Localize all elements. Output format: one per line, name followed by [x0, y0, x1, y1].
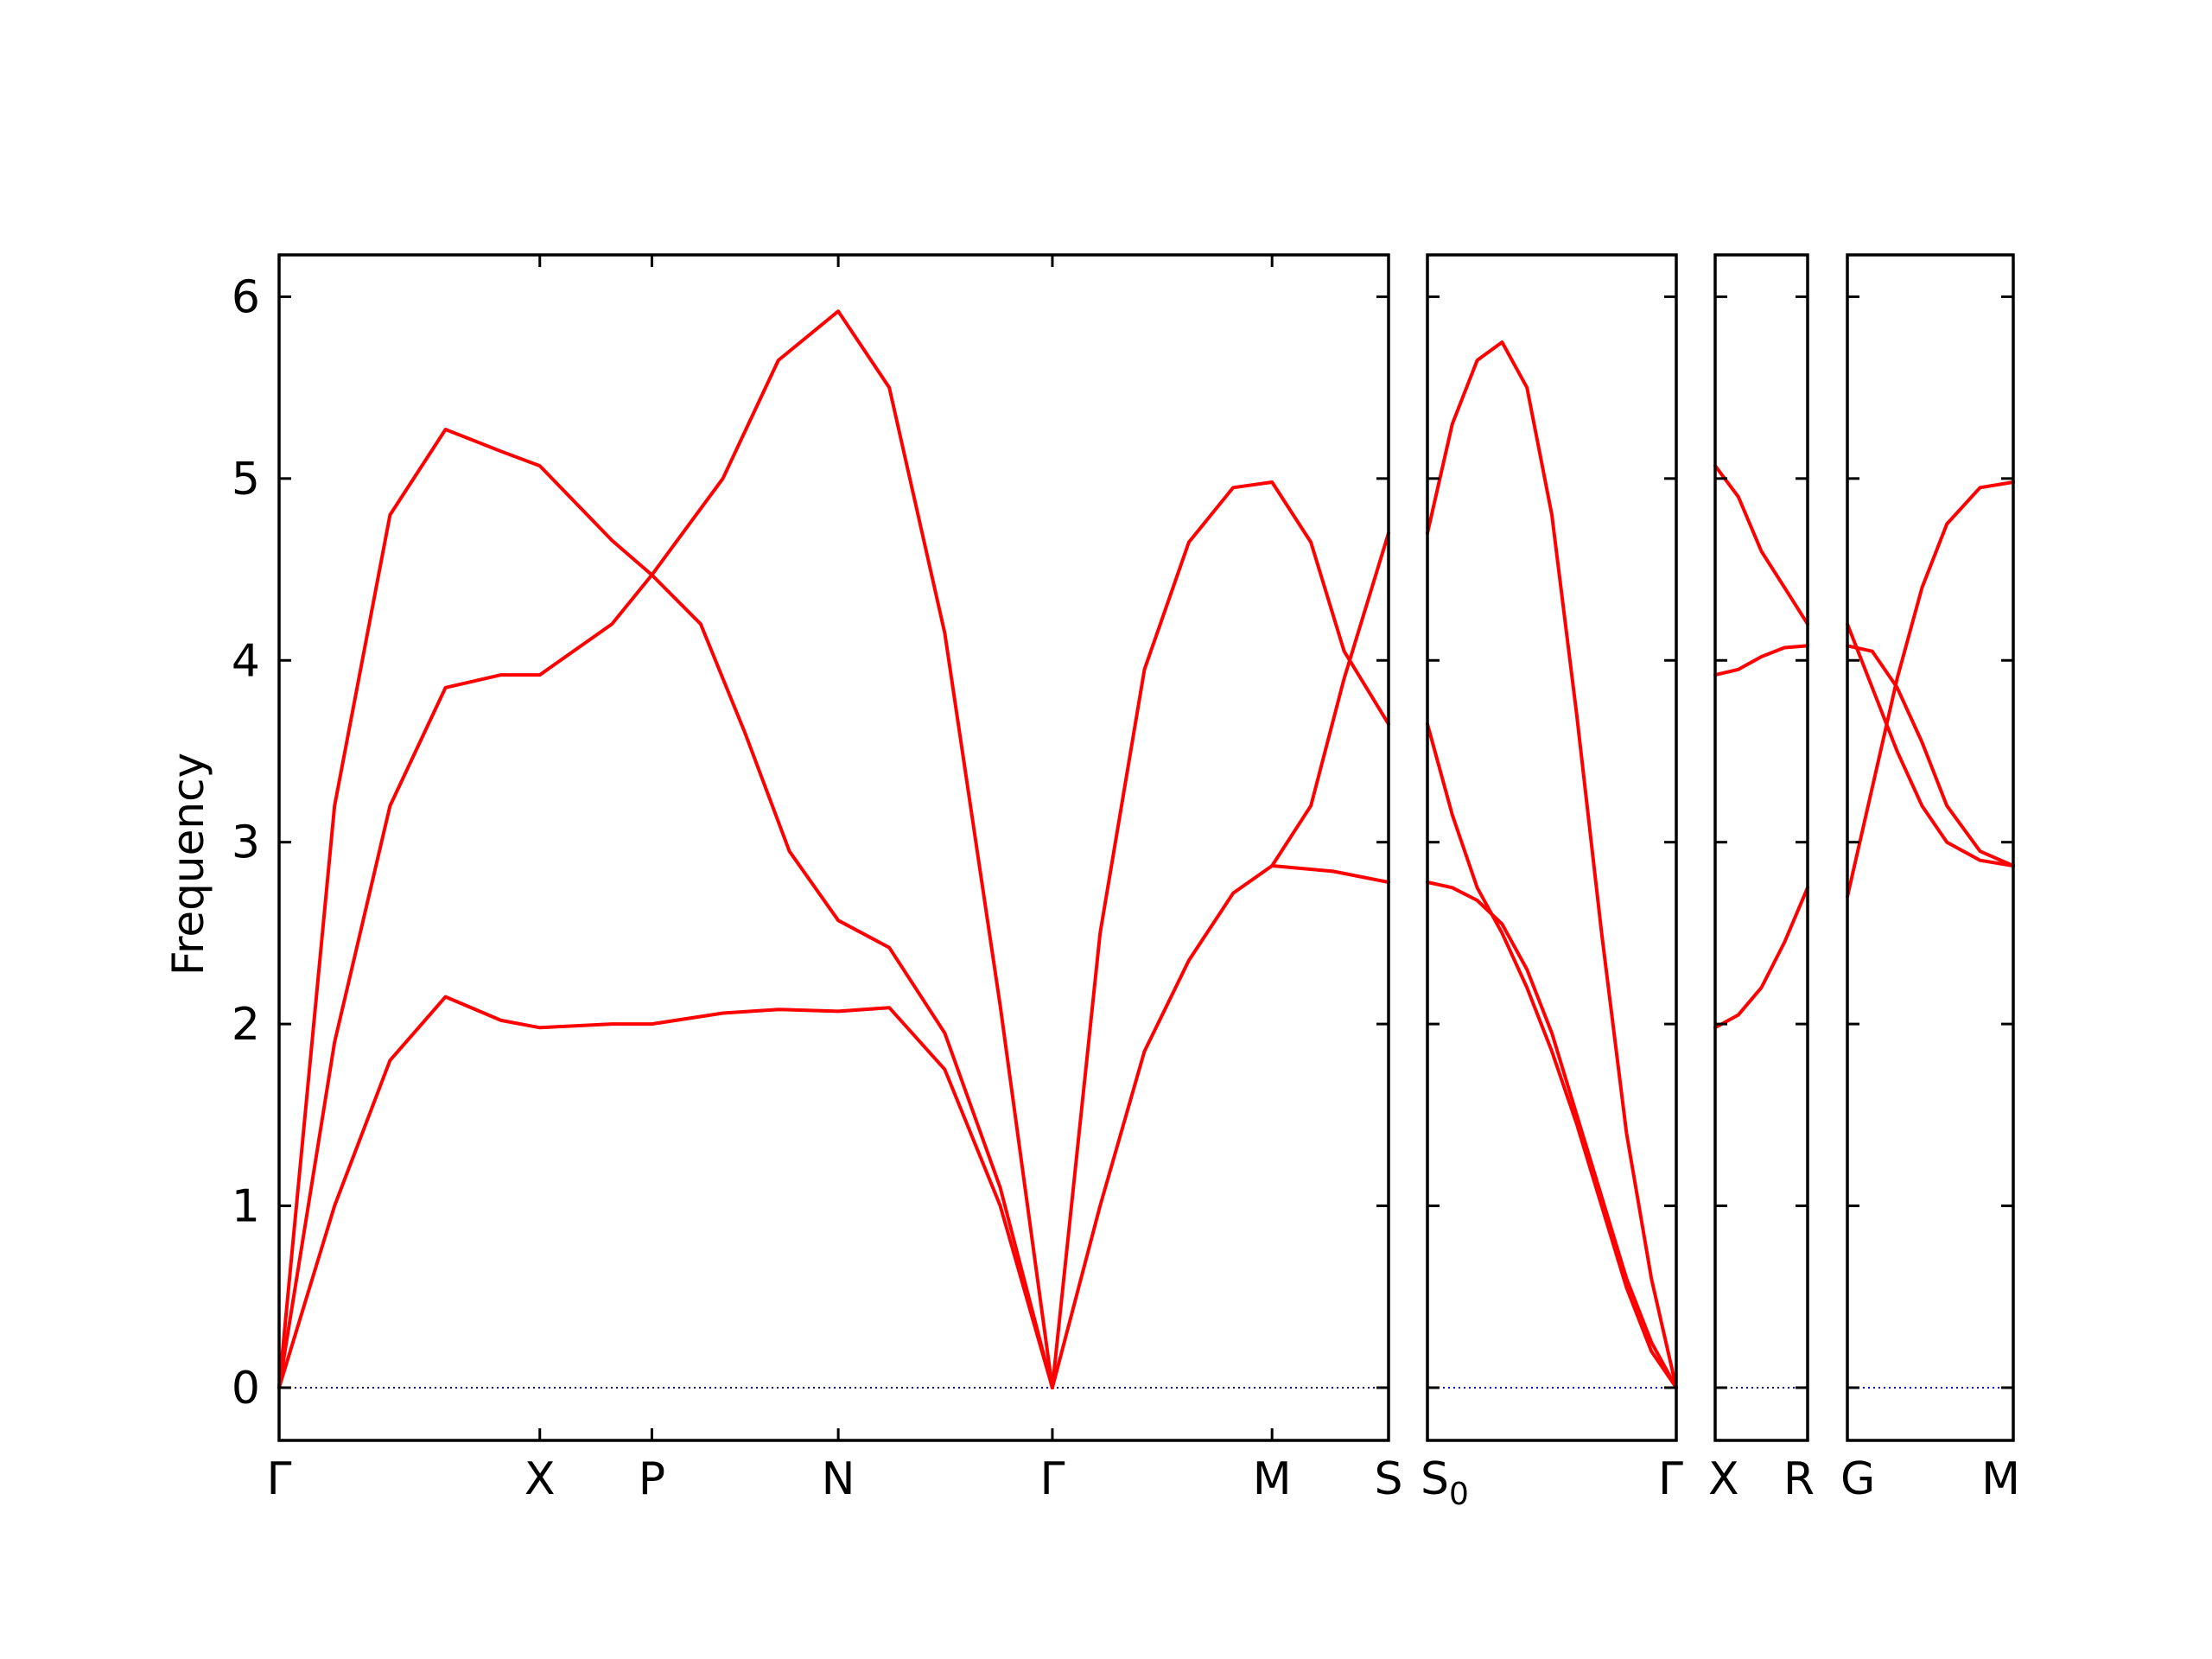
y-tick-label: 5	[232, 454, 260, 505]
band-line-2	[1713, 644, 1809, 677]
y-tick-label: 0	[232, 1363, 260, 1414]
panel-2: S0 Γ	[1421, 253, 1683, 1512]
panel-frame	[1426, 253, 1678, 1442]
x-tick-label: X	[1708, 1453, 1739, 1505]
x-tick-label: Γ	[1658, 1453, 1683, 1505]
x-tick-label: N	[822, 1453, 855, 1505]
y-tick-label: 6	[232, 271, 260, 323]
band-line-6	[1270, 864, 1390, 884]
band-line-3	[1426, 880, 1678, 1389]
band-line-2	[1846, 622, 2015, 868]
band-line-1	[1713, 464, 1809, 626]
panel-frame	[277, 253, 1390, 1442]
x-tick-label: G	[1840, 1453, 1875, 1505]
x-tick-label: M	[1981, 1453, 2020, 1505]
band-line-3	[1713, 886, 1809, 1030]
band-line-2	[1426, 721, 1678, 1389]
x-tick-label: R	[1783, 1453, 1815, 1505]
x-tick-label: Γ	[1039, 1453, 1065, 1505]
x-tick-label: Γ	[267, 1453, 292, 1505]
y-tick-label: 2	[232, 999, 260, 1051]
panel-frame	[1846, 253, 2015, 1442]
band-line-1	[1846, 480, 2015, 899]
x-tick-label: M	[1253, 1453, 1292, 1505]
y-tick-label: 4	[232, 635, 260, 687]
y-axis-title: Frequency	[163, 753, 213, 976]
panel-1: 0 1 2 3 4 5 6 Γ X P N Γ M S	[232, 253, 1403, 1505]
panel-frame	[1713, 253, 1809, 1442]
band-line-2	[277, 573, 1054, 1389]
band-line-3	[277, 995, 1054, 1389]
band-line-4	[1050, 480, 1390, 1389]
band-line-3	[1846, 644, 2015, 868]
band-line-5	[1050, 531, 1390, 1389]
band-line-1	[1426, 340, 1678, 1389]
x-tick-label: S	[1374, 1453, 1402, 1505]
y-tick-label: 3	[232, 817, 260, 869]
x-tick-label: P	[639, 1453, 665, 1505]
y-tick-label: 1	[232, 1181, 260, 1233]
x-tick-label: X	[524, 1453, 556, 1505]
